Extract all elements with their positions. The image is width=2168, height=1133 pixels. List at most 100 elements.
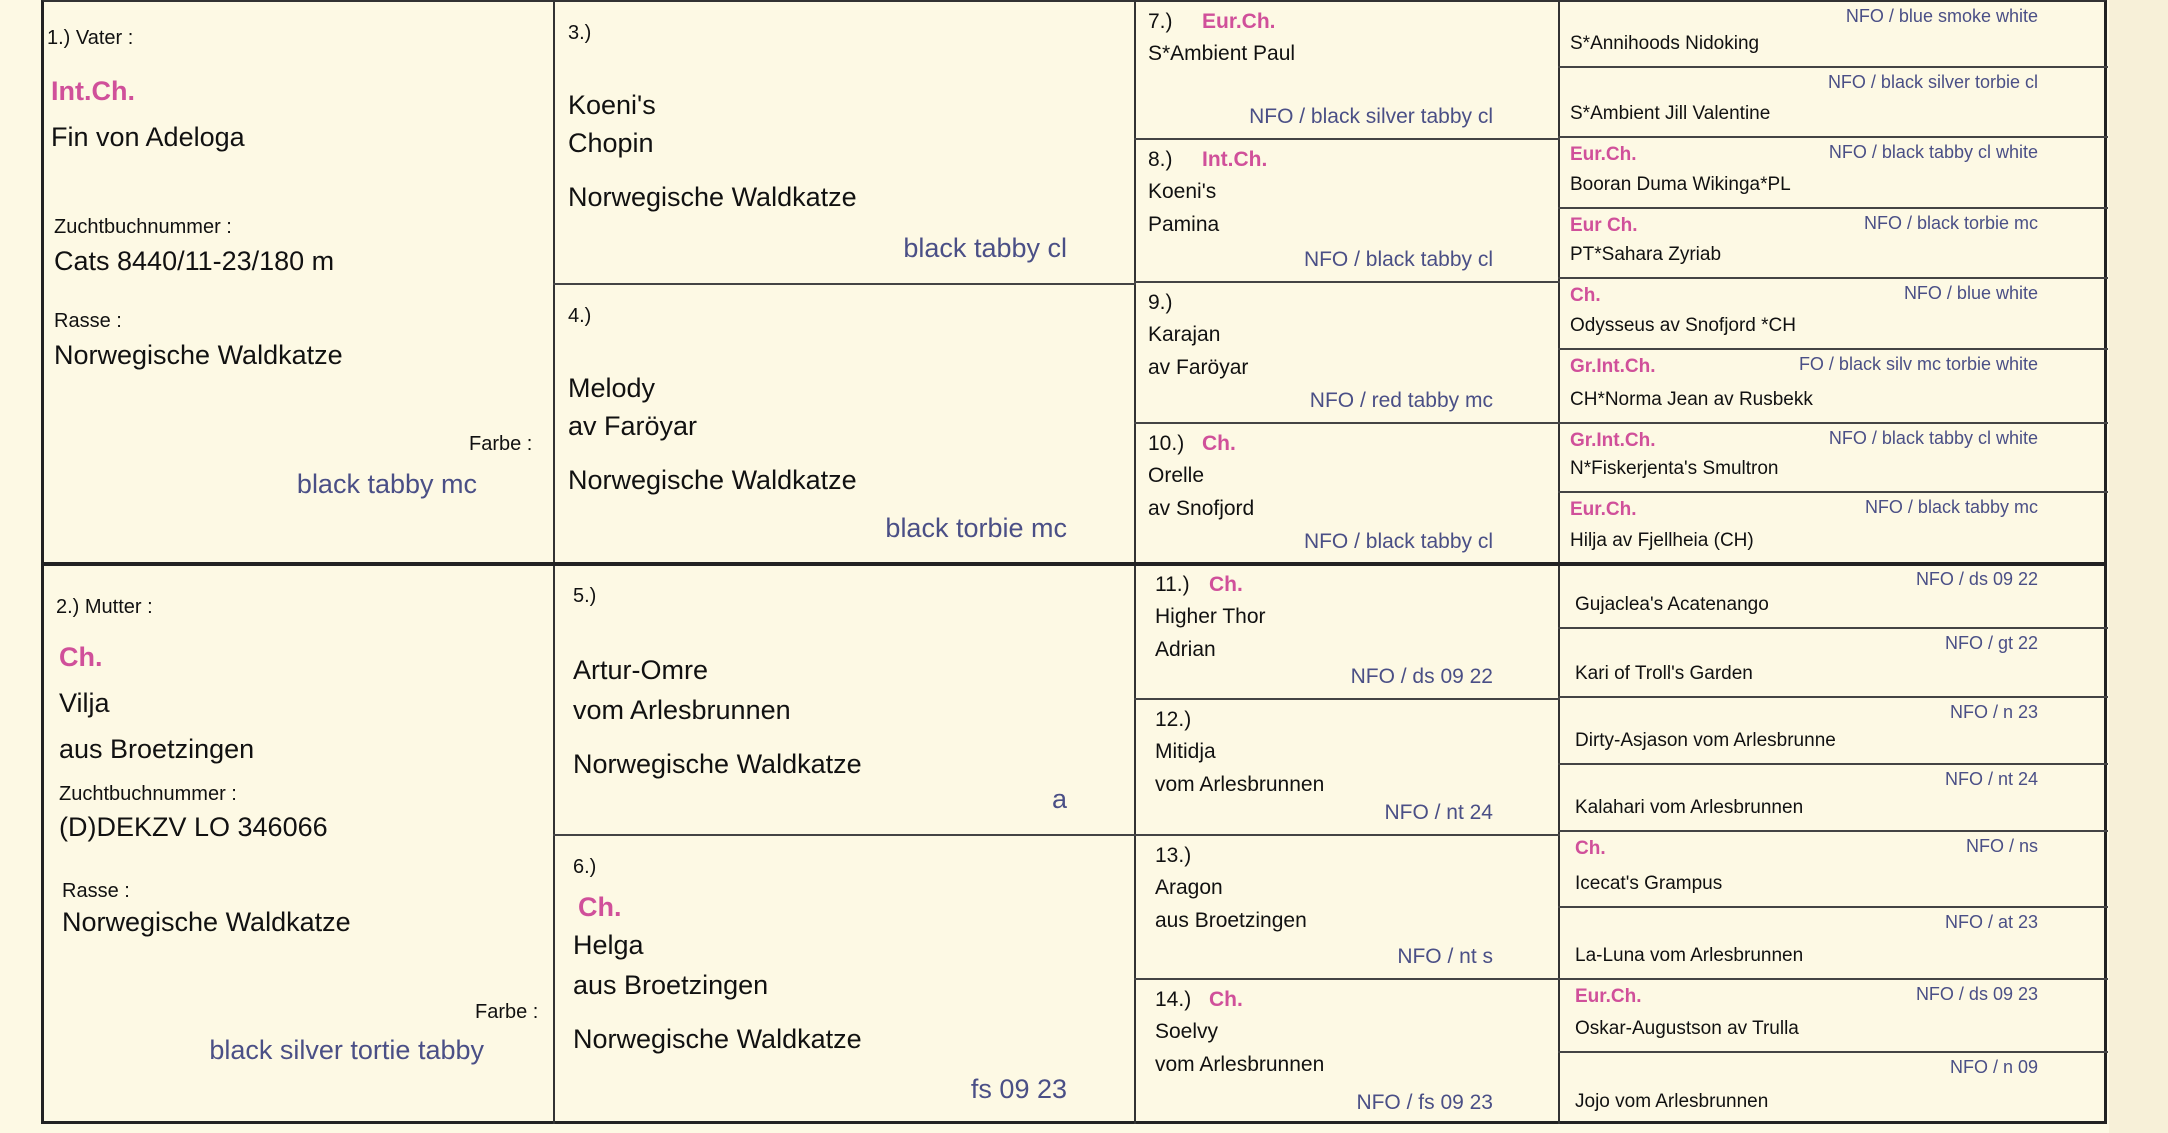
parents-divider: [41, 562, 2107, 566]
row-divider: [1558, 906, 2108, 908]
great-grandparent-color: NFO / ds 09 22: [1350, 665, 1493, 688]
grandparent-breed: Norwegische Waldkatze: [568, 465, 857, 495]
great-great-grandparent-name: N*Fiskerjenta's Smultron: [1570, 458, 1779, 479]
grandparent-number: 3.): [568, 22, 592, 44]
great-grandparent-color: NFO / nt s: [1397, 945, 1493, 968]
great-great-grandparent-name: PT*Sahara Zyriab: [1570, 244, 1722, 265]
mother-color-label: Farbe :: [475, 1001, 539, 1023]
great-grandparent-number: 11.): [1155, 573, 1190, 596]
mother-color: black silver tortie tabby: [209, 1035, 484, 1065]
grandparent-name-line1: Melody: [568, 373, 656, 403]
grandparent-number: 6.): [573, 856, 597, 878]
great-great-grandparent-color: NFO / ds 09 23: [1915, 984, 2038, 1004]
great-grandparent-name-line2: av Snofjord: [1148, 497, 1255, 520]
great-great-grandparent-title: Ch.: [1570, 285, 1601, 306]
mother-name-line2: aus Broetzingen: [59, 734, 255, 764]
great-great-grandparent-name: Oskar-Augustson av Trulla: [1575, 1018, 1799, 1039]
great-grandparent-name-line2: vom Arlesbrunnen: [1155, 1053, 1325, 1076]
row-divider: [1134, 422, 1560, 424]
great-great-grandparent-color: NFO / ds 09 22: [1915, 569, 2038, 589]
father-studbook-label: Zuchtbuchnummer :: [54, 216, 232, 238]
great-great-grandparent-color: NFO / black tabby cl white: [1828, 428, 2038, 448]
great-great-grandparent-name: Icecat's Grampus: [1575, 873, 1723, 894]
great-grandparent-name-line1: Orelle: [1148, 464, 1205, 487]
great-grandparent-color: NFO / fs 09 23: [1356, 1091, 1493, 1114]
great-grandparent-number: 12.): [1155, 708, 1192, 731]
row-divider: [1558, 66, 2108, 68]
mother-name-line1: Vilja: [59, 688, 110, 718]
great-grandparent-number: 8.): [1148, 148, 1173, 171]
great-great-grandparent-name: Odysseus av Snofjord *CH: [1570, 315, 1796, 336]
great-great-grandparent-color: NFO / black torbie mc: [1863, 213, 2038, 233]
grandparent-name-line1: Helga: [573, 930, 644, 960]
grandparent-breed: Norwegische Waldkatze: [568, 182, 857, 212]
great-great-grandparent-title: Eur Ch.: [1570, 215, 1638, 236]
great-grandparent-number: 14.): [1155, 988, 1192, 1011]
row-divider: [1134, 281, 1560, 283]
great-great-grandparent-color: NFO / n 09: [1949, 1057, 2038, 1077]
row-divider: [1558, 627, 2108, 629]
grandparent-color: black torbie mc: [885, 513, 1067, 543]
great-grandparent-name-line1: Soelvy: [1155, 1020, 1219, 1043]
great-great-grandparent-title: Eur.Ch.: [1570, 144, 1637, 165]
mother-number-label: 2.) Mutter :: [56, 596, 153, 618]
grandparent-number: 5.): [573, 585, 597, 607]
great-great-grandparent-title: Gr.Int.Ch.: [1570, 356, 1656, 377]
great-grandparent-title: Eur.Ch.: [1202, 10, 1276, 33]
grandparent-name-line2: av Faröyar: [568, 411, 698, 441]
great-grandparent-name-line1: Karajan: [1148, 323, 1221, 346]
row-divider: [1558, 763, 2108, 765]
grandparent-breed: Norwegische Waldkatze: [573, 1024, 862, 1054]
great-grandparent-color: NFO / red tabby mc: [1309, 389, 1493, 412]
great-grandparent-color: NFO / nt 24: [1384, 801, 1493, 824]
great-great-grandparent-title: Gr.Int.Ch.: [1570, 430, 1656, 451]
grandparent-breed: Norwegische Waldkatze: [573, 749, 862, 779]
great-great-grandparent-color: NFO / nt 24: [1944, 769, 2038, 789]
grandparent-title: Ch.: [578, 892, 622, 922]
great-great-grandparent-name: Kalahari vom Arlesbrunnen: [1575, 797, 1804, 818]
great-great-grandparent-name: S*Ambient Jill Valentine: [1570, 103, 1771, 124]
great-grandparent-name-line1: S*Ambient Paul: [1148, 42, 1296, 65]
great-great-grandparent-color: NFO / black tabby cl white: [1828, 142, 2038, 162]
grandparent-name-line1: Artur-Omre: [573, 655, 708, 685]
great-great-grandparent-color: NFO / blue white: [1903, 283, 2038, 303]
great-great-grandparent-name: Booran Duma Wikinga*PL: [1570, 174, 1791, 195]
great-great-grandparent-name: Kari of Troll's Garden: [1575, 663, 1753, 684]
row-divider: [1134, 698, 1560, 700]
great-great-grandparent-name: Dirty-Asjason vom Arlesbrunne: [1575, 730, 1836, 751]
row-divider: [1558, 136, 2108, 138]
father-breed: Norwegische Waldkatze: [54, 340, 343, 370]
great-great-grandparent-color: FO / black silv mc torbie white: [1798, 354, 2038, 374]
great-great-grandparent-color: NFO / n 23: [1949, 702, 2038, 722]
father-color: black tabby mc: [296, 469, 477, 499]
row-divider: [1558, 978, 2108, 980]
row-divider: [1558, 207, 2108, 209]
great-grandparent-number: 7.): [1148, 10, 1173, 33]
great-great-grandparent-title: Eur.Ch.: [1575, 986, 1642, 1007]
great-grandparent-name-line2: Adrian: [1155, 638, 1216, 661]
great-grandparent-title: Ch.: [1209, 573, 1243, 596]
great-grandparent-title: Int.Ch.: [1202, 148, 1268, 171]
great-grandparent-name-line1: Mitidja: [1155, 740, 1216, 763]
father-title: Int.Ch.: [51, 76, 135, 106]
father-studbook: Cats 8440/11-23/180 m: [54, 246, 335, 276]
row-divider: [553, 834, 1136, 836]
row-divider: [1134, 978, 1560, 980]
great-great-grandparent-color: NFO / black tabby mc: [1864, 497, 2038, 517]
grandparent-color: black tabby cl: [903, 233, 1067, 263]
great-grandparent-title: Ch.: [1209, 988, 1243, 1011]
grandparent-name-line2: vom Arlesbrunnen: [573, 695, 791, 725]
row-divider: [1558, 277, 2108, 279]
great-great-grandparent-name: S*Annihoods Nidoking: [1570, 33, 1760, 54]
row-divider: [553, 283, 1136, 285]
great-grandparent-name-line1: Higher Thor: [1155, 605, 1266, 628]
grandparent-color: a: [1051, 784, 1067, 814]
grandparent-number: 4.): [568, 305, 592, 327]
great-grandparent-color: NFO / black silver tabby cl: [1249, 105, 1493, 128]
mother-breed: Norwegische Waldkatze: [62, 907, 351, 937]
mother-studbook-label: Zuchtbuchnummer :: [59, 783, 237, 805]
row-divider: [1558, 422, 2108, 424]
father-color-label: Farbe :: [469, 433, 533, 455]
father-breed-label: Rasse :: [54, 310, 122, 332]
row-divider: [1134, 138, 1560, 140]
